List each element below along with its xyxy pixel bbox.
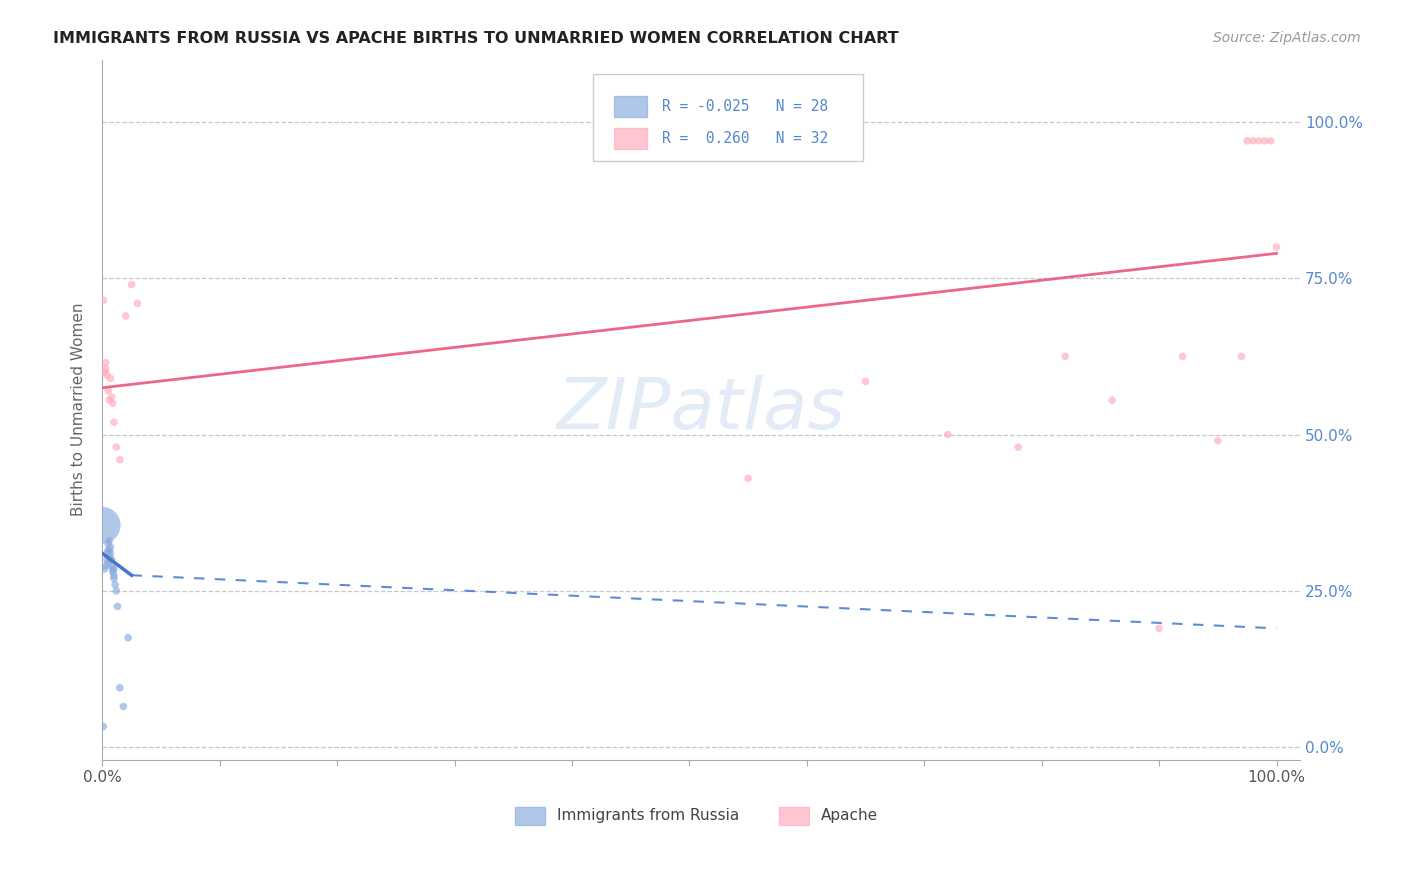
Point [93, 719, 115, 733]
Point [96, 552, 118, 566]
Point [108, 681, 131, 695]
Point [1241, 134, 1264, 148]
Point [103, 568, 125, 582]
Point [93, 562, 115, 576]
Text: Source: ZipAtlas.com: Source: ZipAtlas.com [1213, 31, 1361, 45]
Point [100, 390, 122, 404]
Point [91, 518, 114, 533]
FancyBboxPatch shape [593, 74, 863, 161]
Point [1265, 240, 1288, 254]
Point [1254, 134, 1277, 148]
Point [1147, 621, 1170, 635]
Point [97, 556, 120, 570]
Point [97, 384, 120, 398]
Point [1206, 434, 1229, 448]
Point [100, 552, 122, 566]
Point [103, 415, 125, 429]
Point [100, 371, 122, 385]
Point [936, 427, 959, 442]
Point [98, 549, 121, 564]
Point [93, 365, 115, 379]
Point [1101, 393, 1123, 408]
Bar [613, 96, 647, 117]
Bar [779, 807, 808, 825]
Point [101, 562, 124, 576]
Point [94, 356, 117, 370]
Point [103, 571, 125, 585]
Point [112, 699, 135, 714]
Point [1260, 134, 1282, 148]
Point [98, 533, 121, 548]
Point [100, 552, 122, 566]
Point [93, 293, 115, 308]
Point [117, 631, 139, 645]
Point [94, 362, 117, 376]
Point [855, 375, 877, 389]
Bar [516, 807, 546, 825]
Point [1007, 440, 1029, 454]
Text: R = -0.025   N = 28: R = -0.025 N = 28 [662, 99, 828, 114]
Point [101, 396, 124, 410]
Point [94, 558, 117, 573]
Point [127, 296, 149, 310]
Point [737, 471, 759, 485]
Point [1171, 350, 1194, 364]
Point [108, 452, 131, 467]
Point [97, 543, 120, 558]
Point [1054, 350, 1077, 364]
Point [107, 599, 129, 614]
Point [103, 562, 125, 576]
Text: R =  0.260   N = 32: R = 0.260 N = 32 [662, 130, 828, 145]
Text: ZIPatlas: ZIPatlas [557, 376, 845, 444]
Point [96, 546, 118, 560]
Point [1230, 350, 1253, 364]
Point [100, 546, 122, 560]
Point [96, 368, 118, 383]
Point [1247, 134, 1270, 148]
Point [121, 277, 143, 292]
Point [114, 309, 136, 323]
Point [100, 540, 122, 554]
Point [98, 543, 121, 558]
Point [97, 537, 120, 551]
Text: Apache: Apache [821, 808, 877, 823]
Point [100, 558, 122, 573]
Y-axis label: Births to Unmarried Women: Births to Unmarried Women [72, 303, 86, 516]
Bar [613, 128, 647, 148]
Point [101, 565, 124, 579]
Text: Immigrants from Russia: Immigrants from Russia [557, 808, 740, 823]
Point [1236, 134, 1258, 148]
Text: IMMIGRANTS FROM RUSSIA VS APACHE BIRTHS TO UNMARRIED WOMEN CORRELATION CHART: IMMIGRANTS FROM RUSSIA VS APACHE BIRTHS … [53, 31, 898, 46]
Point [105, 583, 128, 598]
Point [105, 440, 128, 454]
Point [104, 577, 127, 591]
Point [98, 393, 121, 408]
